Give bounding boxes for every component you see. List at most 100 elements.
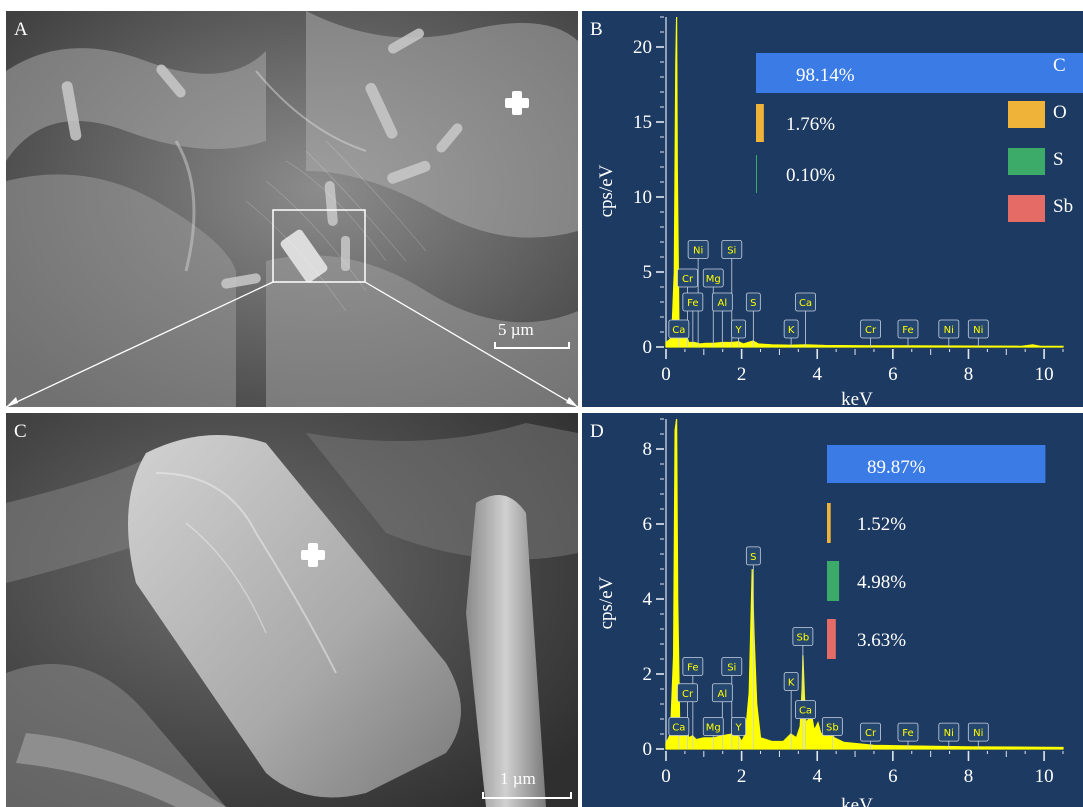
sem-image-c (6, 413, 578, 807)
x-tick-label: 4 (812, 766, 822, 787)
legend-label: Sb (1053, 196, 1074, 217)
peak-tag-label: S (750, 298, 756, 309)
panel-letter-c: C (14, 421, 27, 442)
peak-tag-label: Mg (706, 723, 721, 734)
peak-tag-box (897, 319, 919, 339)
scale-bar-label-a: 5 µm (498, 320, 534, 339)
peak-tag-label: Si (727, 246, 736, 257)
peak-tag-box (702, 268, 724, 288)
axes: 0 5 10 15 20 0 2 4 6 8 10 (633, 16, 1064, 385)
cross-marker-icon (301, 543, 325, 567)
peak-tag-box (682, 292, 704, 312)
peak-tag-label: Ni (693, 246, 703, 257)
peak-tag-label: Cr (865, 728, 877, 739)
peak-tag-box (967, 722, 989, 742)
peak-tag-box (860, 319, 881, 339)
composition-percent-label: 89.87% (867, 457, 926, 478)
x-tick-label: 0 (661, 766, 671, 787)
peak-tag-label: Sb (826, 723, 839, 734)
peak-tag-box (677, 683, 698, 703)
y-tick-label: 5 (643, 262, 653, 283)
peak-tag-label: Ni (973, 325, 983, 336)
legend-label: O (1053, 102, 1067, 123)
peak-tag-box (938, 722, 960, 742)
x-tick-label: 8 (964, 364, 974, 385)
panel-letter-a: A (14, 19, 28, 40)
peak-tag-label: Fe (687, 298, 698, 309)
peak-tag-box (783, 672, 799, 691)
axes: 0 2 4 6 8 0 2 4 6 8 10 (643, 418, 1064, 787)
sem-panel-c: C 1 µm (6, 413, 578, 807)
legend-swatch-c (1008, 54, 1045, 81)
x-axis-label-b: keV (841, 389, 873, 407)
peak-tag-label: Fe (902, 728, 913, 739)
y-tick-label: 0 (643, 739, 653, 760)
scale-bar-a (494, 342, 570, 349)
cross-marker-icon (505, 91, 529, 115)
peak-tag-label: Ca (799, 706, 812, 717)
peak-tag-label: Ca (672, 325, 685, 336)
composition-percent-label: 4.98% (857, 572, 906, 593)
eds-chart-d: cps/eV keV 0 2 4 6 8 0 2 4 6 8 10 S Sb K Fe Si Cr Al Ca Ca M… (596, 418, 1064, 807)
composition-percent-label: 1.52% (857, 514, 906, 535)
legend-label: C (1053, 55, 1066, 76)
peak-tag-label: Y (735, 723, 743, 734)
peak-tag-label: Cr (682, 689, 694, 700)
peak-tag-box (795, 700, 816, 720)
peak-tag-box (721, 657, 743, 676)
x-tick-label: 4 (812, 364, 822, 385)
peak-tag-label: Al (718, 689, 728, 700)
composition-percent-label: 1.76% (786, 114, 835, 135)
peak-tag-box (702, 717, 724, 736)
peak-tag-box (677, 268, 698, 288)
peak-tag-box (860, 722, 881, 742)
composition-bar-c (827, 445, 1046, 483)
peak-tag-label: Sb (797, 633, 810, 644)
y-tick-label: 8 (643, 439, 653, 460)
panel-letter-d: D (590, 421, 604, 442)
peak-tag-label: Y (735, 325, 743, 336)
x-tick-label: 6 (888, 364, 898, 385)
y-tick-label: 20 (633, 37, 652, 58)
peak-tag-box (967, 319, 989, 339)
peak-tag-label: Al (718, 298, 728, 309)
peak-tag-box (897, 722, 919, 742)
y-axis-label-b: cps/eV (596, 164, 617, 217)
legend-swatch-sb (1008, 195, 1045, 222)
x-tick-label: 10 (1035, 364, 1054, 385)
eds-panel-d: cps/eV keV 0 2 4 6 8 0 2 4 6 8 10 S Sb K Fe Si Cr Al Ca Ca M… (582, 413, 1083, 807)
x-tick-label: 8 (964, 766, 974, 787)
y-tick-label: 0 (643, 337, 653, 358)
x-tick-label: 2 (737, 364, 747, 385)
peak-tag-label: Fe (902, 325, 913, 336)
peak-tag-label: Ni (973, 728, 983, 739)
composition-percent-label: 0.10% (786, 165, 835, 186)
peak-tag-label: Ca (672, 723, 685, 734)
x-tick-label: 2 (737, 766, 747, 787)
y-tick-label: 6 (643, 514, 653, 535)
peak-tag-box (745, 292, 761, 312)
peak-tag-box (711, 683, 733, 703)
composition-bar-s (756, 155, 757, 193)
peak-tag-box (711, 292, 733, 312)
sem-image-a (6, 11, 578, 407)
peak-tag-box (687, 240, 709, 259)
peak-tag-box (731, 717, 746, 736)
peak-tag-label: Ni (944, 325, 954, 336)
y-axis-label-d: cps/eV (596, 576, 617, 629)
peak-tag-box (731, 319, 746, 339)
composition-bar-o (827, 503, 831, 543)
peak-tag-box (721, 240, 743, 259)
scale-bar-label-c: 1 µm (500, 769, 536, 788)
peak-tag-label: Fe (687, 663, 698, 674)
peak-tag-label: Mg (706, 274, 721, 285)
y-tick-label: 2 (643, 664, 653, 685)
peak-tag-box (792, 627, 814, 646)
panel-letter-b: B (590, 19, 603, 40)
composition-percent-label: 3.63% (857, 630, 906, 651)
composition-bar-s (827, 561, 840, 601)
legend-swatch-o (1008, 101, 1045, 128)
composition-percent-label: 98.14% (796, 65, 855, 86)
peak-tag-label: Ni (944, 728, 954, 739)
x-tick-label: 6 (888, 766, 898, 787)
